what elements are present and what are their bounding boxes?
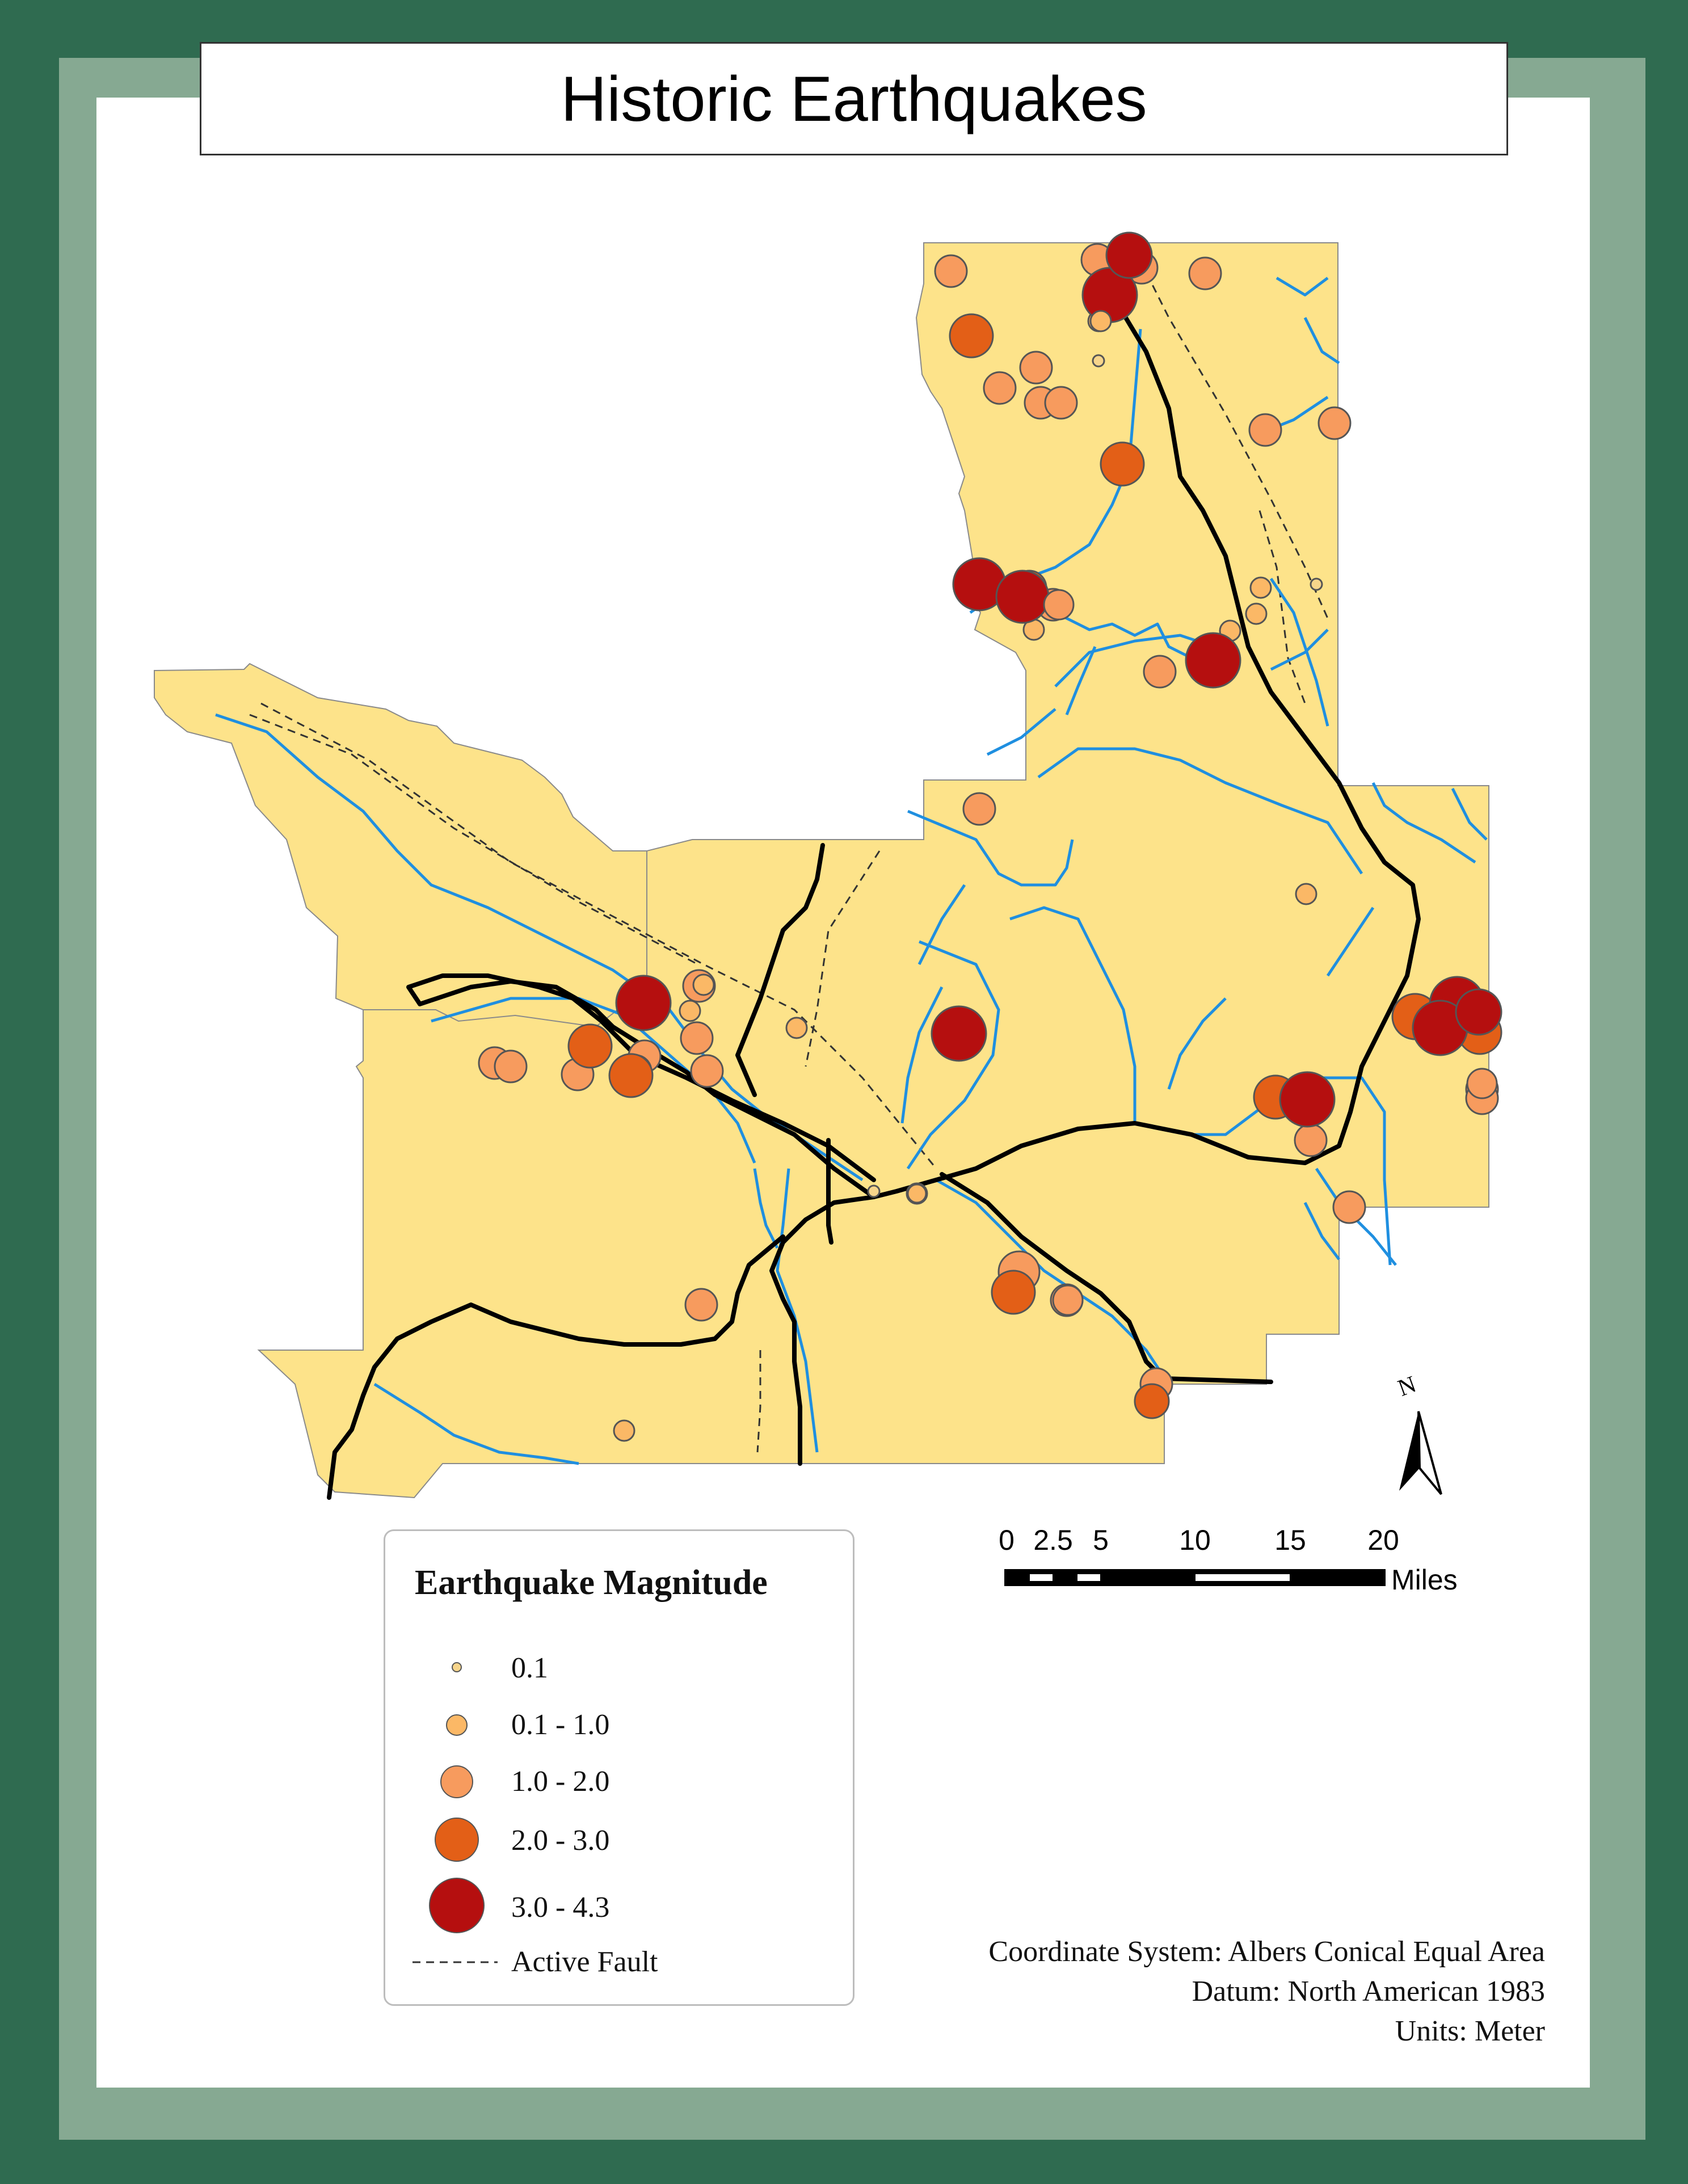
earthquake-point	[608, 1053, 654, 1098]
legend-symbol	[435, 1818, 479, 1862]
rivers	[215, 276, 1488, 1465]
earthquake-point	[1185, 632, 1241, 689]
earthquake-point	[613, 1419, 635, 1442]
legend-title: Earthquake Magnitude	[415, 1563, 768, 1602]
earthquake-point	[680, 1021, 714, 1055]
earthquake-point	[1294, 1123, 1328, 1157]
map-title: Historic Earthquakes	[561, 63, 1147, 134]
legend-label: 1.0 - 2.0	[511, 1765, 610, 1798]
legend-label: 0.1	[511, 1652, 548, 1684]
earthquake-point	[690, 1054, 724, 1088]
earthquake-point	[567, 1023, 613, 1069]
scale-label: 10	[1179, 1524, 1211, 1556]
scale-segment	[1196, 1574, 1290, 1581]
earthquake-point	[934, 254, 968, 288]
legend-item-class-4: 2.0 - 3.0	[385, 1812, 853, 1869]
earthquake-point	[1092, 354, 1105, 368]
earthquake-point	[1248, 413, 1282, 447]
scale-segment	[1077, 1574, 1100, 1581]
earthquake-point	[1310, 577, 1323, 591]
coordinate-system-text: Coordinate System: Albers Conical Equal …	[988, 1936, 1545, 1968]
earthquake-point	[1134, 1383, 1170, 1419]
earthquake-point	[1044, 386, 1078, 420]
active-faults	[249, 260, 1329, 1453]
earthquake-point	[867, 1184, 881, 1198]
earthquake-point	[679, 1000, 701, 1022]
legend-symbol	[452, 1662, 462, 1672]
scale-label: 20	[1367, 1524, 1399, 1556]
earthquake-point	[1295, 883, 1317, 905]
earthquake-point	[991, 1270, 1036, 1315]
earthquake-point	[931, 1005, 987, 1062]
earthquake-point	[785, 1017, 808, 1039]
scale-segment	[1030, 1574, 1053, 1581]
legend-item-fault: Active Fault	[385, 1945, 853, 2002]
legend-label: 3.0 - 4.3	[511, 1891, 610, 1924]
legend: Earthquake Magnitude 0.1 0.1 - 1.0 1.0 -…	[384, 1529, 854, 2006]
scale-label: 2.5	[1033, 1524, 1073, 1556]
legend-symbol	[429, 1878, 485, 1933]
earthquake-point	[1249, 576, 1272, 599]
earthquake-point	[1317, 406, 1352, 440]
earthquake-point	[494, 1049, 528, 1083]
north-arrow-icon: N	[1389, 1371, 1457, 1508]
earthquake-point	[1089, 310, 1112, 332]
earthquake-point	[1188, 256, 1222, 290]
earthquake-point	[615, 975, 672, 1031]
legend-symbol	[440, 1765, 473, 1798]
earthquake-points	[478, 231, 1502, 1442]
earthquake-point	[1019, 351, 1053, 385]
fault-line-symbol	[412, 1961, 498, 1963]
earthquake-point	[1455, 988, 1502, 1036]
earthquake-point	[983, 371, 1017, 405]
earthquake-point	[962, 792, 996, 826]
scale-label: 0	[999, 1524, 1015, 1556]
scale-bar: 0 2.5 5 10 15 20 Miles	[999, 1524, 1470, 1603]
county-boundary	[154, 242, 1489, 1499]
earthquake-point	[1245, 602, 1268, 625]
legend-symbol	[446, 1714, 468, 1736]
units-text: Units: Meter	[1395, 2015, 1545, 2047]
legend-label: 0.1 - 1.0	[511, 1709, 610, 1741]
earthquake-point	[1052, 1284, 1084, 1316]
projection-info: Coordinate System: Albers Conical Equal …	[988, 1932, 1545, 2051]
legend-label: Active Fault	[511, 1946, 658, 1978]
scale-units: Miles	[1391, 1564, 1458, 1596]
earthquake-point	[692, 973, 715, 996]
earthquake-point	[995, 570, 1050, 624]
earthquake-point	[1100, 441, 1145, 487]
legend-label: 2.0 - 3.0	[511, 1824, 610, 1857]
earthquake-point	[907, 1183, 927, 1204]
earthquake-point	[1466, 1068, 1498, 1099]
legend-item-class-3: 1.0 - 2.0	[385, 1756, 853, 1812]
scale-label: 5	[1093, 1524, 1109, 1556]
earthquake-point	[1105, 231, 1153, 279]
legend-item-class-1: 0.1	[385, 1642, 853, 1699]
legend-item-class-5: 3.0 - 4.3	[385, 1878, 853, 1935]
earthquake-point	[1332, 1190, 1366, 1224]
earthquake-point	[1143, 655, 1177, 689]
scale-label: 15	[1274, 1524, 1306, 1556]
scale-bar-graphic	[1004, 1569, 1386, 1586]
earthquake-point	[1279, 1071, 1336, 1128]
earthquake-point	[1043, 589, 1075, 621]
title-box: Historic Earthquakes	[200, 42, 1508, 155]
legend-item-class-2: 0.1 - 1.0	[385, 1699, 853, 1756]
earthquake-point	[684, 1288, 718, 1322]
earthquake-point	[949, 313, 994, 359]
north-label: N	[1395, 1372, 1420, 1402]
datum-text: Datum: North American 1983	[1192, 1975, 1545, 2008]
